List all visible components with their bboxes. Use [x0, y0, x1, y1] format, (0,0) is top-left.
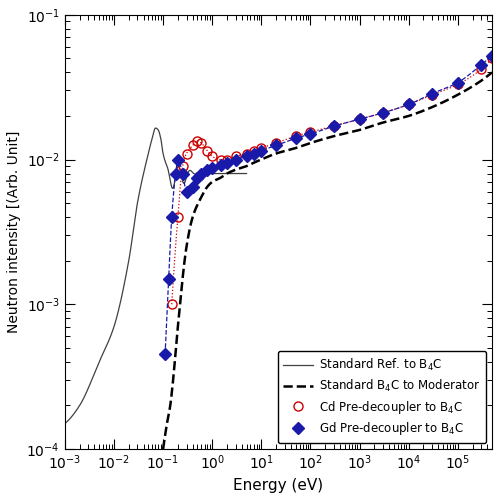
Cd Pre-decoupler to B$_4$C [380, 110, 386, 116]
Gd Pre-decoupler to B$_4$C [380, 110, 386, 116]
Cd Pre-decoupler to B$_4$C [175, 214, 181, 220]
Gd Pre-decoupler to B$_4$C [173, 170, 179, 176]
Gd Pre-decoupler to B$_4$C [195, 174, 201, 180]
Legend: Standard Ref. to B$_4$C, Standard B$_4$C to Moderator, Cd Pre-decoupler to B$_4$: Standard Ref. to B$_4$C, Standard B$_4$C… [277, 351, 486, 443]
Line: Standard Ref. to B$_4$C: Standard Ref. to B$_4$C [65, 128, 247, 424]
Standard Ref. to B$_4$C [62, 420, 68, 426]
Y-axis label: Neutron intensity [(Arb. Unit]: Neutron intensity [(Arb. Unit] [7, 130, 21, 333]
Cd Pre-decoupler to B$_4$C [331, 123, 337, 129]
Gd Pre-decoupler to B$_4$C [162, 352, 168, 358]
Gd Pre-decoupler to B$_4$C [205, 166, 211, 172]
Gd Pre-decoupler to B$_4$C [244, 154, 250, 160]
Standard Ref. to B$_4$C [216, 170, 222, 176]
Gd Pre-decoupler to B$_4$C [169, 214, 175, 220]
Line: Standard B$_4$C to Moderator: Standard B$_4$C to Moderator [163, 72, 492, 449]
Cd Pre-decoupler to B$_4$C [273, 140, 279, 146]
Cd Pre-decoupler to B$_4$C [209, 154, 215, 160]
Gd Pre-decoupler to B$_4$C [356, 116, 362, 122]
Cd Pre-decoupler to B$_4$C [455, 82, 461, 87]
Cd Pre-decoupler to B$_4$C [258, 145, 264, 151]
Cd Pre-decoupler to B$_4$C [478, 66, 484, 72]
X-axis label: Energy (eV): Energy (eV) [234, 478, 323, 493]
Standard B$_4$C to Moderator [399, 114, 405, 120]
Standard B$_4$C to Moderator [200, 192, 206, 198]
Gd Pre-decoupler to B$_4$C [406, 102, 412, 107]
Gd Pre-decoupler to B$_4$C [175, 156, 181, 162]
Gd Pre-decoupler to B$_4$C [478, 62, 484, 68]
Cd Pre-decoupler to B$_4$C [169, 302, 175, 308]
Standard B$_4$C to Moderator [267, 152, 273, 158]
Gd Pre-decoupler to B$_4$C [429, 90, 435, 96]
Gd Pre-decoupler to B$_4$C [166, 276, 172, 282]
Standard Ref. to B$_4$C [152, 125, 158, 131]
Gd Pre-decoupler to B$_4$C [489, 53, 495, 59]
Cd Pre-decoupler to B$_4$C [198, 140, 204, 146]
Gd Pre-decoupler to B$_4$C [184, 188, 190, 194]
Gd Pre-decoupler to B$_4$C [273, 142, 279, 148]
Gd Pre-decoupler to B$_4$C [218, 162, 224, 168]
Standard Ref. to B$_4$C [244, 170, 250, 176]
Standard Ref. to B$_4$C [171, 184, 177, 190]
Line: Cd Pre-decoupler to B$_4$C: Cd Pre-decoupler to B$_4$C [167, 54, 497, 309]
Cd Pre-decoupler to B$_4$C [218, 156, 224, 162]
Cd Pre-decoupler to B$_4$C [250, 148, 256, 154]
Cd Pre-decoupler to B$_4$C [224, 156, 230, 162]
Cd Pre-decoupler to B$_4$C [356, 116, 362, 122]
Cd Pre-decoupler to B$_4$C [307, 129, 313, 135]
Cd Pre-decoupler to B$_4$C [190, 142, 196, 148]
Gd Pre-decoupler to B$_4$C [190, 184, 196, 190]
Gd Pre-decoupler to B$_4$C [224, 160, 230, 166]
Gd Pre-decoupler to B$_4$C [455, 80, 461, 86]
Cd Pre-decoupler to B$_4$C [244, 150, 250, 156]
Gd Pre-decoupler to B$_4$C [292, 136, 298, 141]
Standard B$_4$C to Moderator [398, 115, 404, 121]
Cd Pre-decoupler to B$_4$C [292, 133, 298, 139]
Standard Ref. to B$_4$C [62, 420, 68, 426]
Cd Pre-decoupler to B$_4$C [406, 102, 412, 107]
Gd Pre-decoupler to B$_4$C [307, 131, 313, 137]
Standard Ref. to B$_4$C [227, 170, 233, 176]
Standard B$_4$C to Moderator [367, 124, 373, 130]
Cd Pre-decoupler to B$_4$C [180, 163, 186, 169]
Gd Pre-decoupler to B$_4$C [250, 150, 256, 156]
Standard Ref. to B$_4$C [170, 185, 176, 191]
Gd Pre-decoupler to B$_4$C [198, 170, 204, 176]
Cd Pre-decoupler to B$_4$C [233, 154, 239, 160]
Cd Pre-decoupler to B$_4$C [184, 150, 190, 156]
Standard B$_4$C to Moderator [290, 146, 296, 152]
Gd Pre-decoupler to B$_4$C [258, 148, 264, 154]
Cd Pre-decoupler to B$_4$C [489, 56, 495, 62]
Gd Pre-decoupler to B$_4$C [331, 123, 337, 129]
Standard B$_4$C to Moderator [489, 70, 495, 75]
Gd Pre-decoupler to B$_4$C [180, 170, 186, 176]
Standard B$_4$C to Moderator [160, 446, 166, 452]
Gd Pre-decoupler to B$_4$C [209, 164, 215, 170]
Gd Pre-decoupler to B$_4$C [233, 156, 239, 162]
Cd Pre-decoupler to B$_4$C [429, 92, 435, 98]
Standard Ref. to B$_4$C [174, 168, 180, 173]
Cd Pre-decoupler to B$_4$C [205, 148, 211, 154]
Cd Pre-decoupler to B$_4$C [195, 138, 201, 143]
Line: Gd Pre-decoupler to B$_4$C: Gd Pre-decoupler to B$_4$C [161, 52, 496, 358]
